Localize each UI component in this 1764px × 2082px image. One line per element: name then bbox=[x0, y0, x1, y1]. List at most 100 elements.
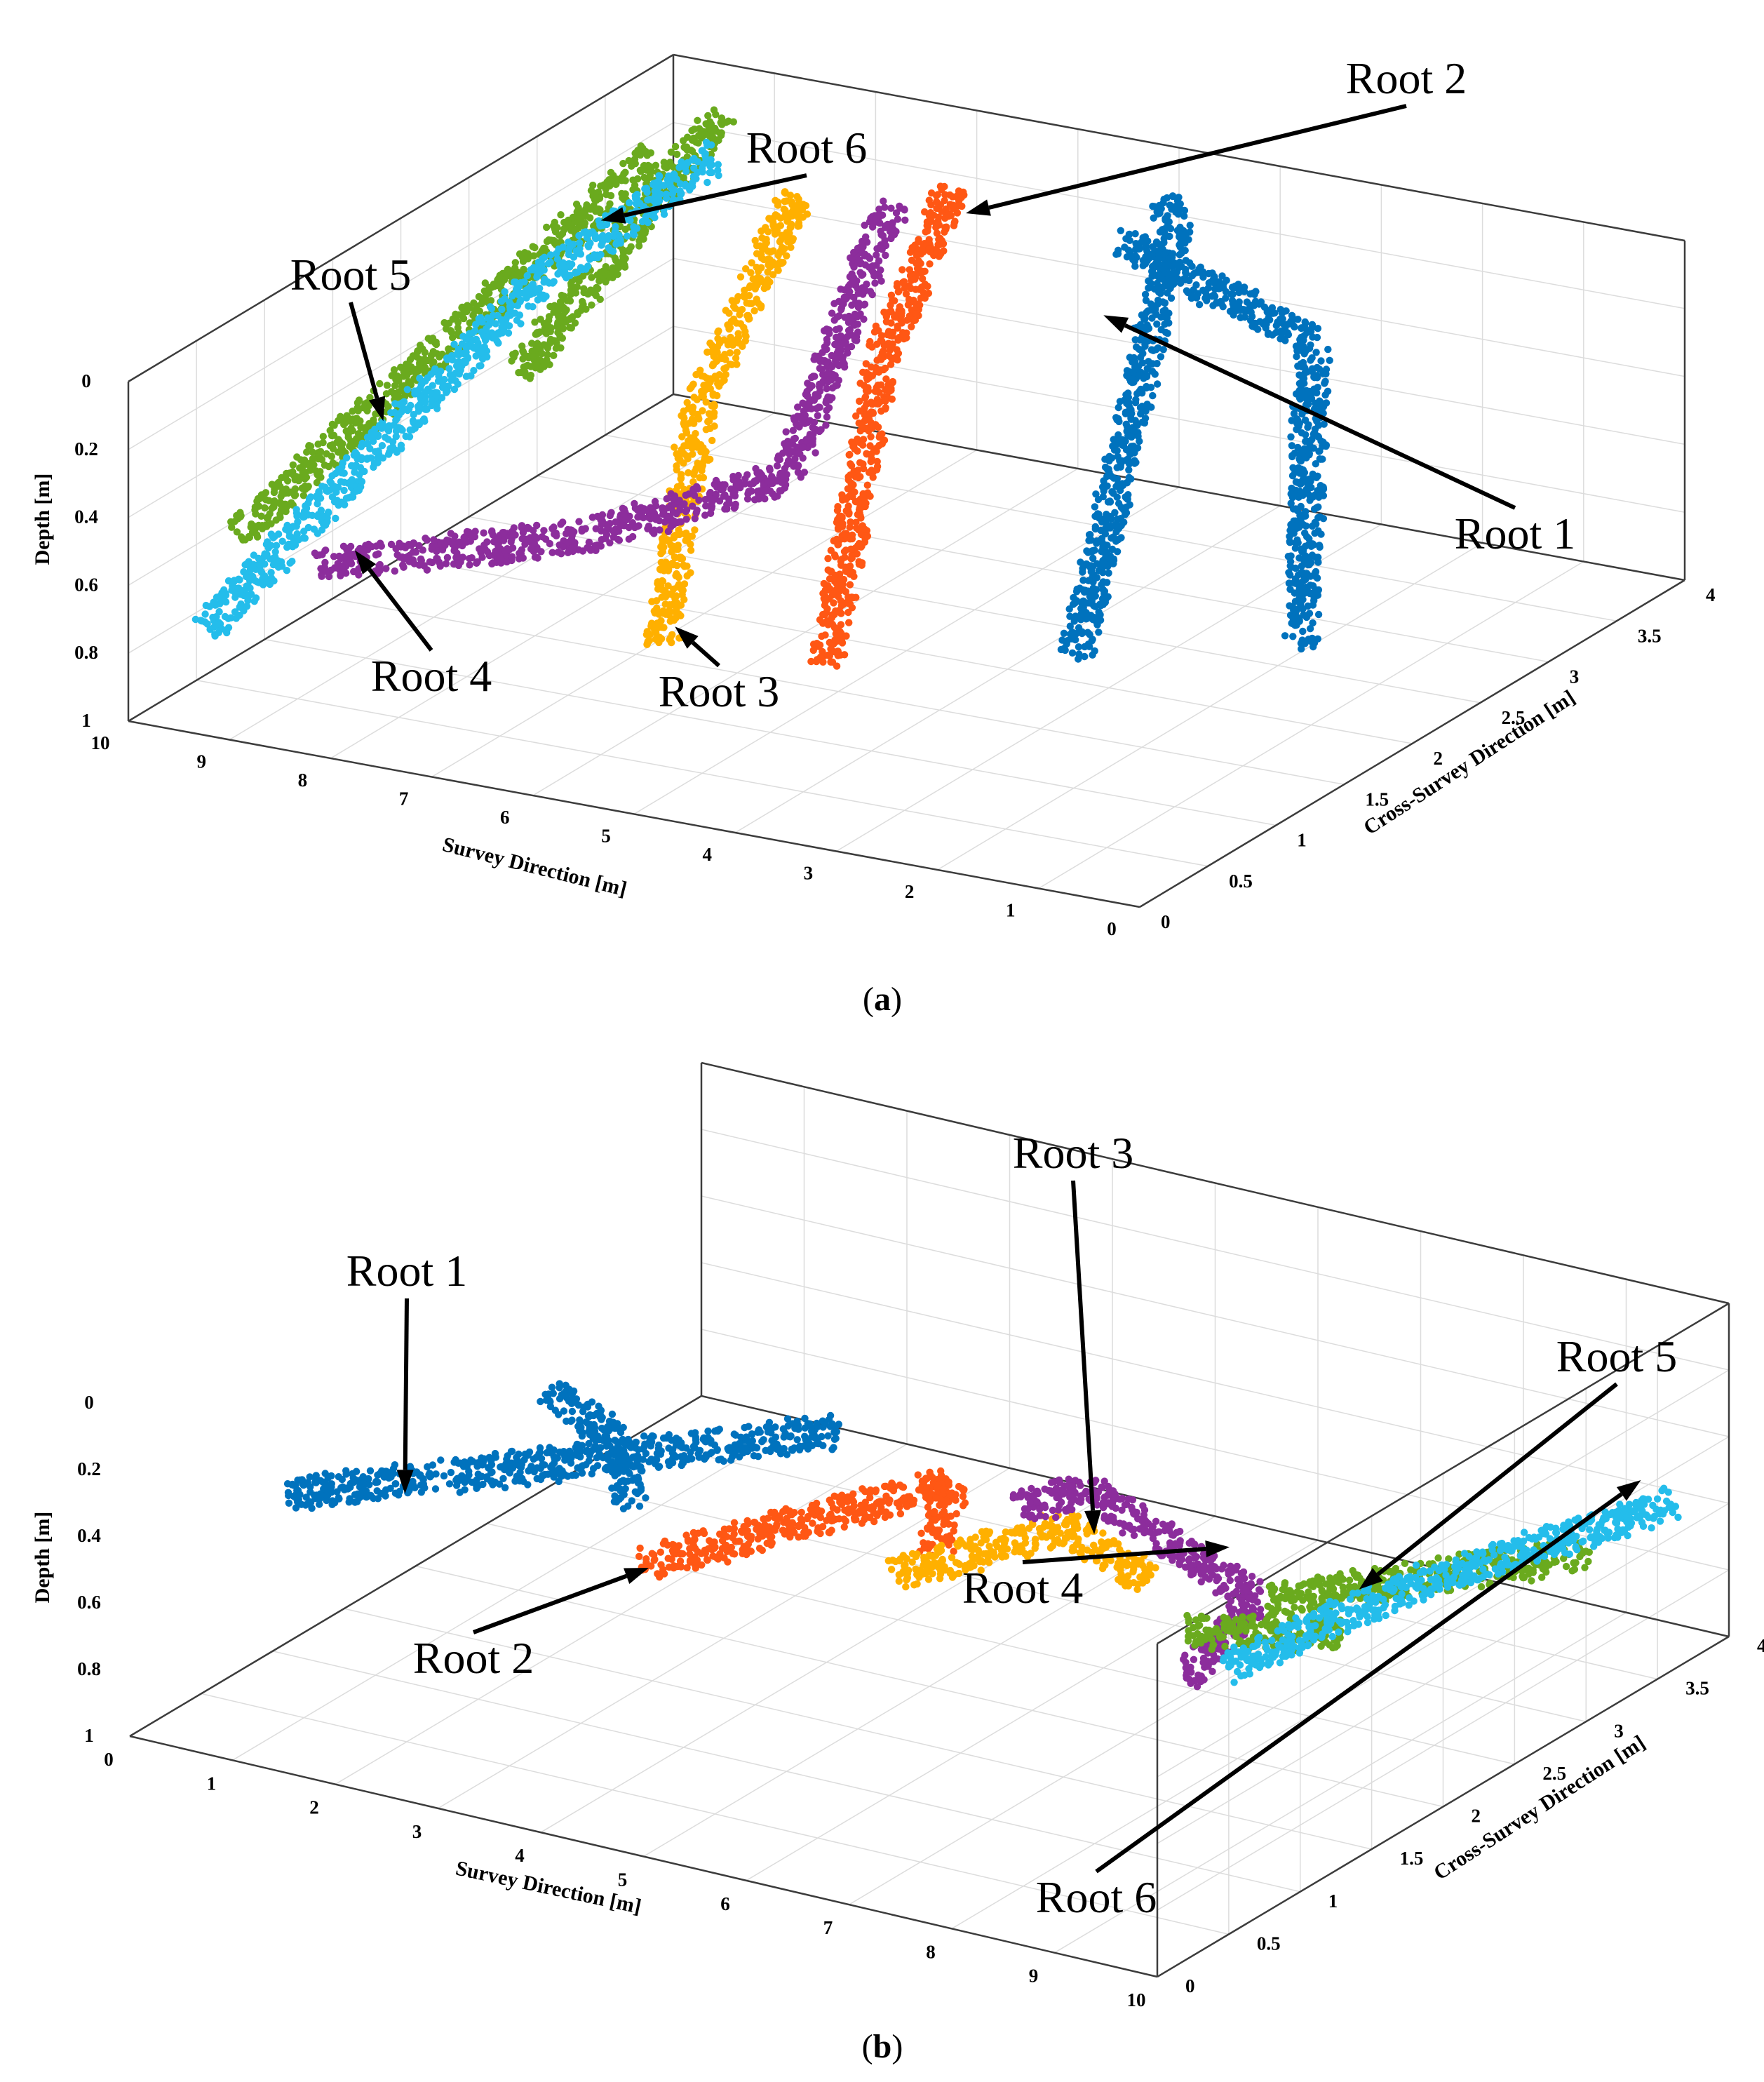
data-point bbox=[1131, 336, 1139, 344]
data-point bbox=[222, 589, 229, 597]
data-point bbox=[1222, 288, 1230, 296]
data-point bbox=[1297, 488, 1305, 497]
x-tick-label: 4 bbox=[702, 844, 712, 865]
data-point bbox=[1293, 506, 1302, 515]
data-point bbox=[545, 313, 553, 321]
data-point bbox=[757, 474, 765, 481]
data-point bbox=[708, 348, 715, 356]
data-point bbox=[1127, 405, 1135, 414]
data-point bbox=[861, 502, 869, 511]
data-point bbox=[1211, 293, 1219, 300]
data-point bbox=[1312, 474, 1321, 481]
data-point bbox=[751, 281, 760, 288]
grid-line bbox=[128, 122, 674, 450]
data-point bbox=[595, 194, 604, 202]
data-point bbox=[671, 443, 678, 451]
data-point bbox=[1100, 485, 1108, 492]
data-point bbox=[756, 242, 764, 250]
data-point bbox=[411, 390, 419, 398]
data-point bbox=[498, 305, 506, 314]
data-point bbox=[877, 353, 885, 361]
data-point bbox=[709, 360, 718, 368]
data-point bbox=[431, 339, 439, 347]
data-point bbox=[276, 513, 284, 521]
data-point bbox=[1139, 262, 1147, 269]
data-point bbox=[334, 483, 342, 491]
data-point bbox=[1110, 490, 1117, 497]
data-point bbox=[845, 509, 853, 517]
data-point bbox=[1072, 588, 1081, 596]
data-point bbox=[278, 537, 286, 545]
data-point bbox=[400, 372, 408, 380]
data-point bbox=[1092, 586, 1100, 593]
x-tick-label: 0 bbox=[1107, 918, 1117, 939]
data-point bbox=[908, 243, 916, 252]
data-point bbox=[630, 158, 638, 166]
data-point bbox=[1110, 436, 1117, 443]
data-point bbox=[1287, 499, 1295, 507]
data-point bbox=[777, 487, 786, 495]
data-point bbox=[478, 300, 485, 308]
data-point bbox=[693, 506, 701, 514]
data-point bbox=[543, 356, 551, 364]
data-point bbox=[783, 197, 790, 205]
data-point bbox=[1243, 298, 1251, 306]
data-point bbox=[450, 546, 458, 555]
data-point bbox=[1082, 609, 1090, 617]
data-point bbox=[680, 442, 688, 450]
data-point bbox=[827, 546, 835, 554]
data-point bbox=[1093, 560, 1101, 567]
data-point bbox=[673, 510, 680, 518]
data-point bbox=[332, 514, 339, 523]
data-point bbox=[416, 359, 424, 367]
data-point bbox=[541, 244, 548, 253]
data-point bbox=[1228, 283, 1237, 291]
data-point bbox=[1298, 645, 1305, 653]
panel-a: 01234567891000.511.522.533.5400.20.40.60… bbox=[31, 53, 1716, 939]
data-point bbox=[510, 530, 518, 538]
data-point bbox=[1108, 534, 1117, 542]
data-point bbox=[817, 426, 825, 434]
data-point bbox=[837, 299, 846, 307]
data-point bbox=[692, 370, 700, 379]
data-point bbox=[830, 300, 838, 307]
data-point bbox=[1288, 484, 1295, 492]
data-point bbox=[1101, 554, 1109, 563]
data-point bbox=[1301, 640, 1309, 647]
data-point bbox=[774, 266, 782, 274]
data-point bbox=[483, 353, 491, 361]
data-point bbox=[920, 241, 927, 248]
data-point bbox=[669, 591, 677, 599]
data-point bbox=[721, 505, 729, 513]
data-point bbox=[1265, 314, 1272, 322]
data-point bbox=[704, 418, 712, 426]
x-tick-label: 9 bbox=[196, 751, 206, 772]
data-point bbox=[399, 561, 407, 569]
data-point bbox=[253, 533, 262, 541]
data-point bbox=[811, 352, 819, 360]
data-point bbox=[1075, 650, 1083, 658]
y-tick-label: 0 bbox=[1161, 911, 1171, 932]
data-point bbox=[429, 382, 436, 389]
data-point bbox=[310, 461, 318, 469]
data-point bbox=[1132, 396, 1140, 403]
data-point bbox=[917, 283, 926, 291]
data-point bbox=[455, 561, 463, 570]
data-point bbox=[333, 497, 341, 504]
data-point bbox=[927, 209, 935, 217]
data-point bbox=[683, 133, 692, 141]
data-point bbox=[1090, 614, 1098, 622]
data-point bbox=[778, 471, 786, 478]
data-point bbox=[329, 445, 337, 452]
data-point bbox=[1132, 343, 1140, 351]
data-point bbox=[567, 281, 575, 290]
data-point bbox=[690, 491, 699, 499]
data-point bbox=[382, 424, 390, 431]
data-point bbox=[613, 269, 621, 277]
data-point bbox=[1066, 622, 1075, 630]
data-point bbox=[936, 234, 944, 242]
data-point bbox=[1147, 384, 1155, 391]
data-point bbox=[766, 466, 774, 474]
data-point bbox=[598, 513, 605, 522]
data-point bbox=[517, 548, 525, 556]
